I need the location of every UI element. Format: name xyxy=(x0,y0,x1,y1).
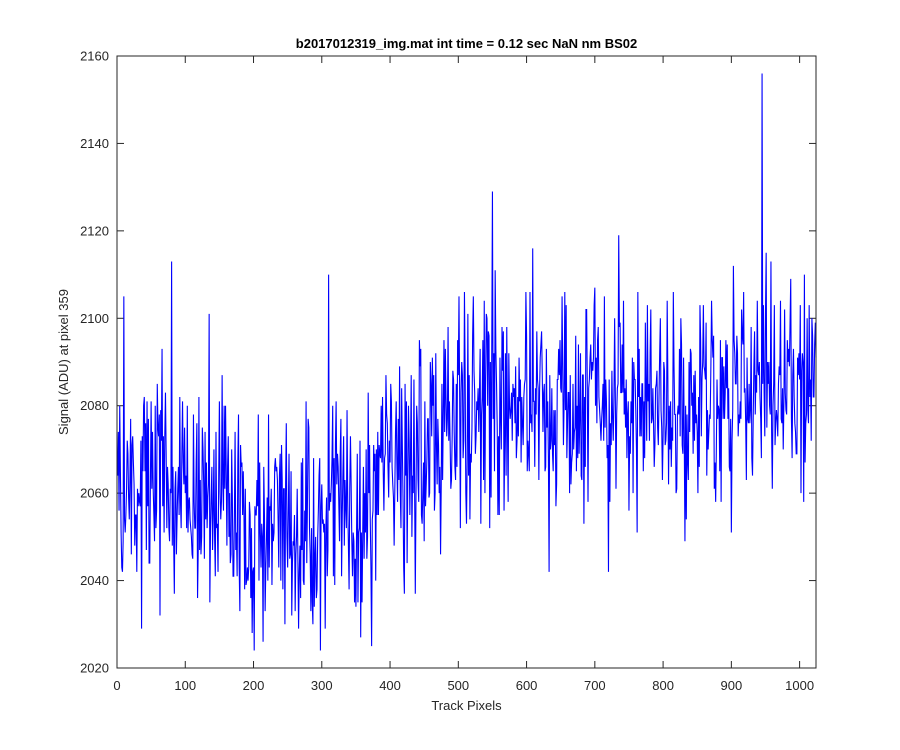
x-tick-label-500: 500 xyxy=(447,678,469,693)
x-tick-label-700: 700 xyxy=(584,678,606,693)
tick-marks xyxy=(116,55,816,669)
x-tick-label-200: 200 xyxy=(243,678,265,693)
y-tick-label-2140: 2140 xyxy=(80,136,109,151)
y-tick-label-2100: 2100 xyxy=(80,311,109,326)
y-tick-label-2160: 2160 xyxy=(80,49,109,64)
x-tick-label-800: 800 xyxy=(652,678,674,693)
y-tick-label-2020: 2020 xyxy=(80,661,109,676)
x-tick-label-100: 100 xyxy=(174,678,196,693)
chart-title: b2017012319_img.mat int time = 0.12 sec … xyxy=(296,36,637,51)
plot-frame xyxy=(116,55,817,669)
y-tick-label-2080: 2080 xyxy=(80,398,109,413)
signal-series-line xyxy=(117,73,817,651)
y-tick-label-2060: 2060 xyxy=(80,486,109,501)
x-tick-label-1000: 1000 xyxy=(785,678,814,693)
y-tick-labels: 2020 2040 2060 2080 2100 2120 2140 2160 xyxy=(80,49,109,676)
x-axis-label: Track Pixels xyxy=(431,698,502,713)
x-tick-label-400: 400 xyxy=(379,678,401,693)
x-tick-label-0: 0 xyxy=(113,678,120,693)
x-tick-label-300: 300 xyxy=(311,678,333,693)
y-tick-label-2120: 2120 xyxy=(80,223,109,238)
y-tick-label-2040: 2040 xyxy=(80,573,109,588)
x-tick-labels: 0 100 200 300 400 500 600 700 800 900 1000 xyxy=(113,678,814,693)
y-axis-label: Signal (ADU) at pixel 359 xyxy=(56,289,71,435)
x-tick-label-600: 600 xyxy=(516,678,538,693)
x-tick-label-900: 900 xyxy=(721,678,743,693)
